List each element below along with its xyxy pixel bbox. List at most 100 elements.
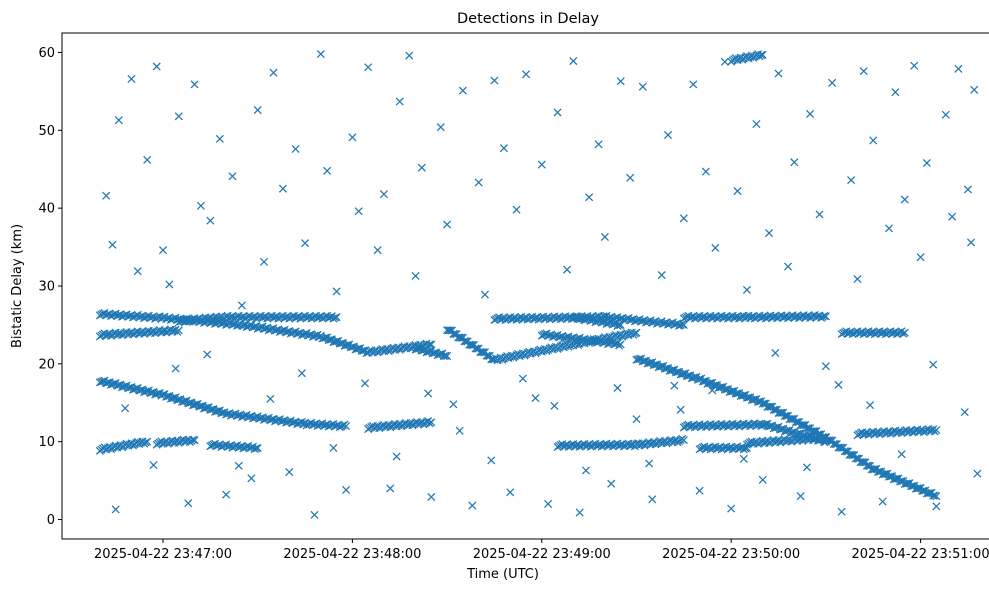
data-point-1676 <box>386 484 395 493</box>
data-point-768 <box>632 328 641 337</box>
data-point-1653 <box>206 216 215 225</box>
data-point-1738 <box>878 497 887 506</box>
data-point-1179 <box>847 450 856 459</box>
data-point-1692 <box>512 205 521 214</box>
data-point-1610 <box>757 51 766 60</box>
y-tick-label-6: 60 <box>38 46 55 61</box>
chart-title: Detections in Delay <box>457 11 599 27</box>
data-point-1356 <box>742 443 751 452</box>
data-point-1690 <box>499 144 508 153</box>
data-point-1720 <box>733 186 742 196</box>
data-point-1713 <box>679 214 688 223</box>
data-point-1172 <box>836 443 845 452</box>
data-point-1144 <box>791 418 800 427</box>
data-point-1730 <box>815 210 824 219</box>
data-point-1231 <box>929 491 938 500</box>
y-axis-label: Bistatic Delay (km) <box>10 224 25 348</box>
data-point-1207 <box>891 474 900 483</box>
data-point-1780 <box>834 380 843 389</box>
data-marks <box>95 49 982 519</box>
data-point-1687 <box>474 178 483 187</box>
data-point-1757 <box>133 267 142 276</box>
data-point-1681 <box>427 492 436 502</box>
data-point-1729 <box>806 109 815 119</box>
data-point-666 <box>471 344 480 353</box>
data-point-1168 <box>829 439 838 448</box>
data-point-615 <box>188 435 198 444</box>
data-point-1773 <box>613 383 622 393</box>
data-point-1758 <box>149 461 158 470</box>
data-point-1701 <box>585 193 594 202</box>
data-point-1697 <box>553 108 562 117</box>
data-point-1784 <box>960 408 969 417</box>
data-point-1660 <box>259 257 269 266</box>
data-point-1134 <box>776 408 785 417</box>
data-point-1678 <box>405 51 414 60</box>
data-point-197 <box>427 418 436 427</box>
y-tick-label-3: 30 <box>38 280 55 295</box>
data-point-1650 <box>184 499 193 508</box>
data-point-1747 <box>948 212 957 221</box>
data-point-1696 <box>544 499 553 509</box>
data-point-1670 <box>342 485 351 494</box>
data-point-1750 <box>967 238 976 247</box>
data-point-1735 <box>853 274 862 284</box>
data-point-1708 <box>638 82 647 91</box>
data-point-1763 <box>297 369 306 378</box>
data-point-1095 <box>714 383 723 392</box>
data-point-1667 <box>316 49 325 59</box>
data-point-676 <box>487 355 496 364</box>
data-point-1127 <box>765 402 774 411</box>
data-point-1717 <box>711 243 720 252</box>
data-point-559 <box>330 313 340 322</box>
data-point-1760 <box>203 350 212 359</box>
data-point-1759 <box>171 364 180 373</box>
x-axis-label: Time (UTC) <box>466 567 539 582</box>
data-point-1725 <box>774 69 783 78</box>
data-point-1113 <box>742 393 751 402</box>
data-point-1666 <box>310 510 319 519</box>
data-point-1715 <box>695 486 704 495</box>
y-tick-label-2: 20 <box>38 357 55 372</box>
data-point-1721 <box>742 285 751 294</box>
data-point-1774 <box>645 459 654 468</box>
data-point-1106 <box>731 389 740 398</box>
data-point-1217 <box>907 482 916 491</box>
data-point-1110 <box>738 391 747 400</box>
data-point-1233 <box>932 492 941 501</box>
data-point-1767 <box>424 389 433 398</box>
data-point-1673 <box>364 63 373 72</box>
data-point-1677 <box>395 97 404 106</box>
data-point-1769 <box>487 456 496 465</box>
data-point-1655 <box>222 490 231 499</box>
data-point-1706 <box>626 173 635 182</box>
data-point-1654 <box>215 134 224 143</box>
data-point-1693 <box>521 70 531 79</box>
data-point-1645 <box>143 155 152 164</box>
data-point-1733 <box>837 507 846 516</box>
data-point-1663 <box>285 468 294 477</box>
data-point-1727 <box>790 158 799 167</box>
data-point-1771 <box>550 401 559 410</box>
data-point-1590 <box>932 425 941 435</box>
data-point-959 <box>439 352 448 361</box>
data-point-1658 <box>247 474 256 483</box>
data-point-1647 <box>158 246 168 255</box>
data-point-663 <box>466 340 475 349</box>
data-point-1685 <box>458 86 467 95</box>
data-point-1674 <box>373 246 382 255</box>
data-point-1782 <box>897 450 906 459</box>
data-point-1141 <box>787 414 796 424</box>
data-point-1089 <box>705 379 714 388</box>
data-point-1768 <box>455 426 464 435</box>
data-point-1186 <box>858 458 867 467</box>
data-point-1657 <box>237 301 246 310</box>
data-point-1671 <box>348 133 357 142</box>
data-point-1739 <box>884 224 894 233</box>
data-point-649 <box>444 326 453 335</box>
y-tick-label-0: 0 <box>47 513 55 528</box>
data-point-1714 <box>689 80 698 89</box>
data-point-1777 <box>739 454 748 463</box>
